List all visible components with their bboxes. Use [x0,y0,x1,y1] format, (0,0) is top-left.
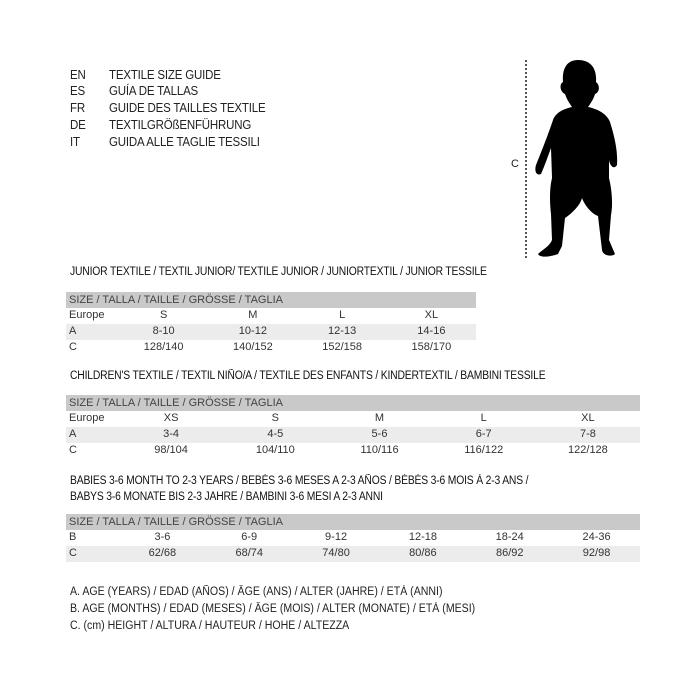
table-cell: XS [163,412,179,424]
table-cell: 92/98 [582,547,611,559]
table-cell: 122/128 [568,444,608,456]
row-label: B [69,531,77,543]
table-cell: 62/68 [148,547,177,559]
table-cell: 4-5 [267,428,284,440]
table-cell: 12-18 [408,531,437,543]
table-cell: 86/92 [495,547,524,559]
table-cell: M [248,309,258,321]
table-row: C 62/68 68/74 74/80 80/86 86/92 92/98 [66,546,640,562]
table-cell: 128/140 [143,341,184,353]
row-label: Europe [69,309,105,321]
table-cell: 98/104 [154,444,188,456]
table-cell: 9-12 [325,531,348,543]
junior-size-table: SIZE / TALLA / TAILLE / GRÖSSE / TAGLIA E… [66,292,476,356]
table-cell: L [480,412,487,424]
legend-item: B. AGE (MONTHS) / EDAD (MESES) / ÂGE (MO… [70,603,476,615]
language-title: GUÍA DE TALLAS [109,84,199,98]
table-cell: 140/152 [232,341,273,353]
table-cell: 14-16 [417,325,446,337]
language-code: ES [70,84,85,98]
table-row: C 98/104 104/110 110/116 116/122 122/128 [66,443,640,459]
language-code: IT [70,135,80,149]
table-header: SIZE / TALLA / TAILLE / GRÖSSE / TAGLIA [66,292,476,308]
table-cell: 3-4 [163,428,180,440]
table-row: B 3-6 6-9 9-12 12-18 18-24 24-36 [66,530,640,546]
table-cell: 6-9 [241,531,258,543]
table-cell: 74/80 [322,547,350,559]
babies-size-table: SIZE / TALLA / TAILLE / GRÖSSE / TAGLIA B… [66,514,640,562]
table-cell: M [374,412,385,424]
children-title: CHILDREN'S TEXTILE / TEXTIL NIÑO/A / TEX… [70,370,546,382]
language-code: EN [70,68,86,82]
table-header: SIZE / TALLA / TAILLE / GRÖSSE / TAGLIA [66,514,640,530]
table-cell: 7-8 [579,428,596,440]
row-label: A [69,325,77,337]
row-label: C [69,444,77,456]
table-cell: 3-6 [154,531,171,543]
table-cell: 158/170 [411,341,452,353]
table-row: C 128/140 140/152 152/158 158/170 [66,340,476,356]
language-title: TEXTILE SIZE GUIDE [109,68,221,82]
table-row: Europe XS S M L XL [66,411,640,427]
babies-title-line2: BABYS 3-6 MONATE BIS 2-3 JAHRE / BAMBINI… [70,491,383,503]
junior-title: JUNIOR TEXTILE / TEXTIL JUNIOR/ TEXTILE … [70,266,487,278]
table-cell: 6-7 [475,428,492,440]
table-cell: S [271,412,279,424]
table-header: SIZE / TALLA / TAILLE / GRÖSSE / TAGLIA [66,395,640,411]
row-label: C [69,547,77,559]
table-cell: 24-36 [582,531,611,543]
table-row: Europe S M L XL [66,308,476,324]
table-cell: 18-24 [495,531,524,543]
child-silhouette [535,60,618,257]
table-cell: L [339,309,346,321]
table-cell: 5-6 [371,428,388,440]
table-cell: 110/116 [360,444,399,456]
row-label: A [69,428,77,440]
row-label: C [69,341,77,353]
table-cell: 116/122 [464,444,504,456]
row-label: Europe [69,412,105,424]
table-row: A 8-10 10-12 12-13 14-16 [66,324,476,340]
language-code: FR [70,101,85,115]
table-row: A 3-4 4-5 5-6 6-7 7-8 [66,427,640,443]
table-cell: 104/110 [255,444,295,456]
table-cell: S [159,309,168,321]
language-title: GUIDE DES TAILLES TEXTILE [109,101,266,115]
table-cell: 10-12 [238,325,267,337]
children-size-table: SIZE / TALLA / TAILLE / GRÖSSE / TAGLIA E… [66,395,640,459]
legend-item: C. (cm) HEIGHT / ALTURA / HAUTEUR / HÖHE… [70,620,350,632]
legend-item: A. AGE (YEARS) / EDAD (AÑOS) / ÂGE (ANS)… [70,586,443,598]
height-label: C [511,158,519,170]
table-cell: 8-10 [152,325,175,337]
table-cell: XL [424,309,439,321]
language-title: TEXTILGRÖßENFÜHRUNG [109,118,252,132]
table-cell: 68/74 [235,547,263,559]
table-cell: 152/158 [322,341,362,353]
babies-title-line1: BABIES 3-6 MONTH TO 2-3 YEARS / BEBÉS 3-… [70,475,529,487]
language-code: DE [70,118,86,132]
table-cell: 80/86 [409,547,437,559]
language-title: GUIDA ALLE TAGLIE TESSILI [109,135,260,149]
table-cell: XL [581,412,595,424]
table-cell: 12-13 [328,325,357,337]
